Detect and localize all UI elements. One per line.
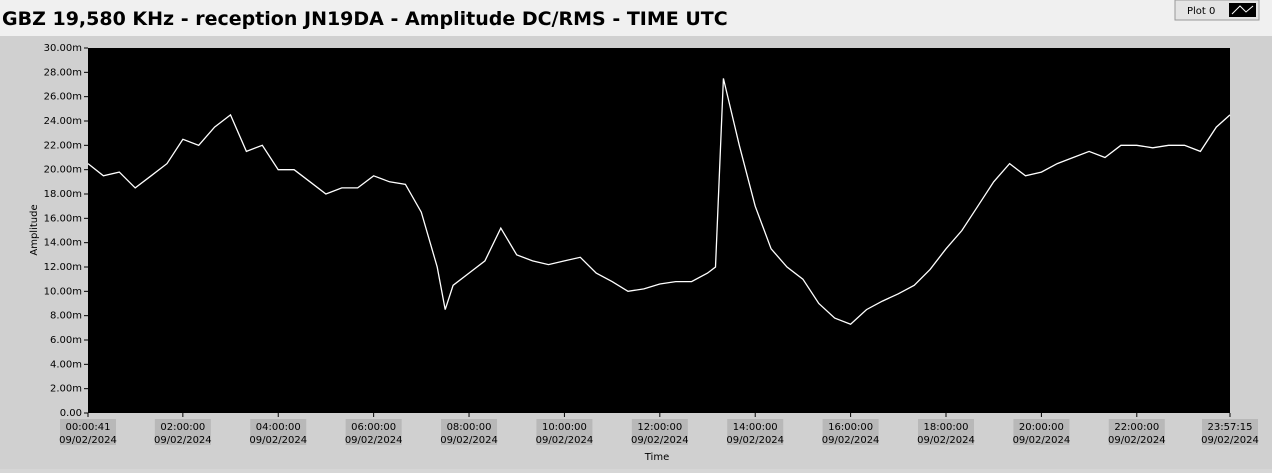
x-tick-date: 09/02/2024 (1201, 435, 1259, 446)
y-tick-label: 24.00m (44, 116, 82, 127)
x-tick-date: 09/02/2024 (249, 435, 307, 446)
x-tick-date: 09/02/2024 (631, 435, 689, 446)
chart-title: GBZ 19,580 KHz - reception JN19DA - Ampl… (2, 8, 728, 30)
x-tick-date: 09/02/2024 (536, 435, 594, 446)
y-tick-label: 30.00m (44, 43, 82, 54)
x-tick-bg (1202, 419, 1258, 445)
legend-icon (1231, 5, 1254, 15)
y-tick-label: 18.00m (44, 189, 82, 200)
x-tick-label: 20:00:00 (1019, 422, 1064, 433)
x-tick-label: 08:00:00 (447, 422, 492, 433)
x-tick-label: 14:00:00 (733, 422, 778, 433)
x-tick-label: 12:00:00 (637, 422, 682, 433)
x-tick-date: 09/02/2024 (345, 435, 403, 446)
y-tick-label: 14.00m (44, 238, 82, 249)
x-tick-label: 04:00:00 (256, 422, 301, 433)
plot-area (88, 48, 1230, 413)
x-tick-bg (441, 419, 498, 445)
y-tick-label: 6.00m (50, 335, 82, 346)
x-tick-bg (345, 419, 402, 445)
x-tick-date: 09/02/2024 (440, 435, 498, 446)
x-tick-date: 09/02/2024 (917, 435, 975, 446)
x-tick-bg (727, 419, 784, 445)
data-line (87, 78, 1231, 325)
x-tick-bg (822, 419, 879, 445)
x-tick-label: 16:00:00 (828, 422, 873, 433)
x-tick-date: 09/02/2024 (154, 435, 212, 446)
y-tick-label: 22.00m (44, 140, 82, 151)
y-axis-label: Amplitude (29, 204, 40, 255)
x-tick-label: 02:00:00 (160, 422, 205, 433)
x-tick-bg (631, 419, 688, 445)
header-bar (0, 0, 1272, 36)
y-tick-label: 20.00m (44, 165, 82, 176)
x-tick-date: 09/02/2024 (1013, 435, 1071, 446)
x-tick-date: 09/02/2024 (59, 435, 117, 446)
x-tick-bg (250, 419, 307, 445)
x-axis-label: Time (644, 452, 669, 463)
x-tick-date: 09/02/2024 (1108, 435, 1166, 446)
legend-label: Plot 0 (1187, 6, 1215, 17)
x-tick-date: 09/02/2024 (726, 435, 784, 446)
x-tick-bg (1108, 419, 1165, 445)
x-tick-bg (154, 419, 211, 445)
y-tick-label: 2.00m (50, 384, 82, 395)
y-tick-label: 26.00m (44, 92, 82, 103)
x-tick-date: 09/02/2024 (822, 435, 880, 446)
x-tick-label: 06:00:00 (351, 422, 396, 433)
y-tick-label: 10.00m (44, 286, 82, 297)
y-tick-label: 28.00m (44, 67, 82, 78)
x-tick-bg (1013, 419, 1070, 445)
x-tick-label: 10:00:00 (542, 422, 587, 433)
x-tick-label: 00:00:41 (66, 422, 111, 433)
y-tick-label: 4.00m (50, 359, 82, 370)
legend-swatch (1229, 3, 1256, 17)
x-tick-bg (918, 419, 975, 445)
y-tick-label: 0.00 (60, 408, 82, 419)
x-tick-label: 18:00:00 (924, 422, 969, 433)
y-tick-label: 16.00m (44, 213, 82, 224)
x-tick-bg (536, 419, 593, 445)
x-tick-bg (60, 419, 116, 445)
y-tick-label: 12.00m (44, 262, 82, 273)
y-tick-label: 8.00m (50, 311, 82, 322)
x-tick-label: 22:00:00 (1114, 422, 1159, 433)
x-tick-label: 23:57:15 (1208, 422, 1253, 433)
